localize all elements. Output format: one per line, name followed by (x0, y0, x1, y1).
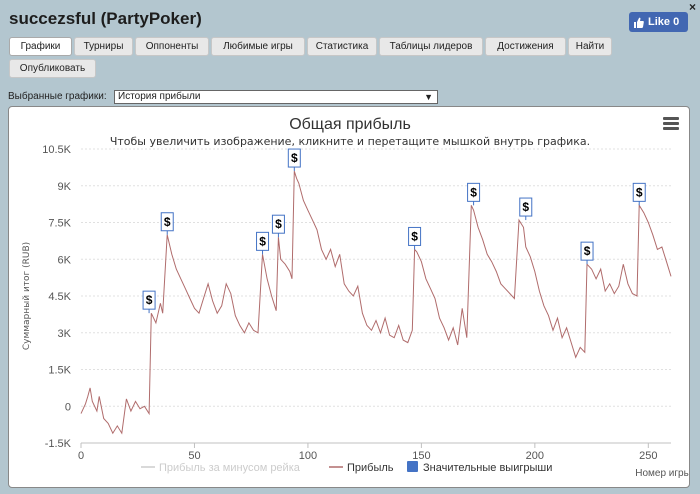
y-tick-label: 0 (65, 401, 71, 413)
legend-wins-label: Значительные выигрыши (423, 462, 552, 474)
chart-selector-dropdown[interactable]: История прибыли ▼ (114, 90, 438, 104)
legend-wins-swatch (407, 461, 418, 472)
flag-label: $ (146, 293, 153, 307)
tab-opponents[interactable]: Оппоненты (135, 37, 209, 56)
y-tick-label: 3K (58, 328, 72, 340)
x-tick-label: 250 (639, 450, 657, 462)
flag-label: $ (259, 234, 266, 248)
thumbs-up-icon (634, 17, 644, 28)
y-tick-label: 9K (58, 181, 72, 193)
chart-menu-icon[interactable] (663, 117, 679, 131)
y-tick-label: 7.5K (48, 218, 71, 230)
window-header: succezsful (PartyPoker) × Like 0 (0, 0, 700, 36)
chart-subtitle: Чтобы увеличить изображение, кликните и … (110, 135, 590, 148)
like-label: Like 0 (648, 16, 680, 28)
x-tick-label: 150 (412, 450, 430, 462)
significant-win-flag (160, 212, 174, 232)
y-tick-label: 1.5K (48, 365, 71, 377)
x-tick-label: 50 (188, 450, 200, 462)
significant-win-flag (271, 214, 285, 234)
significant-win-flag (632, 182, 646, 202)
legend-profit-label: Прибыль (347, 462, 394, 474)
significant-win-flag (580, 241, 594, 261)
y-tick-label: -1.5K (45, 438, 72, 450)
x-axis-label: Номер игры (635, 468, 689, 479)
chart-title: Общая прибыль (289, 116, 411, 133)
y-tick-label: 4.5K (48, 291, 71, 303)
window-title: succezsful (PartyPoker) (9, 9, 202, 28)
significant-win-flag (519, 197, 533, 217)
profit-chart[interactable]: Общая прибыль Чтобы увеличить изображение… (9, 107, 689, 487)
y-axis-label: Суммарный итог (RUB) (22, 242, 32, 350)
significant-win-flag (467, 182, 481, 202)
flag-label: $ (470, 185, 477, 199)
x-tick-label: 0 (78, 450, 84, 462)
chart-selector-value: История прибыли (118, 91, 201, 102)
x-tick-label: 200 (526, 450, 544, 462)
tab-publish[interactable]: Опубликовать (9, 59, 96, 78)
flag-label: $ (584, 244, 591, 258)
chart-panel[interactable]: Общая прибыль Чтобы увеличить изображение… (8, 106, 690, 488)
tab-favorite-games[interactable]: Любимые игры (211, 37, 305, 56)
facebook-like-button[interactable]: Like 0 (629, 12, 688, 32)
flag-label: $ (291, 151, 298, 165)
tab-search[interactable]: Найти (568, 37, 612, 56)
flag-label: $ (522, 200, 529, 214)
significant-win-flag (142, 290, 156, 310)
dropdown-arrow-icon: ▼ (424, 92, 433, 102)
flag-label: $ (164, 215, 171, 229)
significant-win-flag (408, 226, 422, 246)
y-tick-label: 6K (58, 254, 72, 266)
tab-achievements[interactable]: Достижения (485, 37, 566, 56)
tab-tournaments[interactable]: Турниры (74, 37, 133, 56)
y-tick-label: 10.5K (42, 144, 71, 156)
chart-selector-label: Выбранные графики: (8, 91, 107, 102)
significant-win-flag (256, 231, 270, 251)
tab-statistics[interactable]: Статистика (307, 37, 377, 56)
significant-win-flag (287, 148, 301, 168)
profit-series-line (80, 170, 672, 435)
close-button[interactable]: × (688, 0, 696, 14)
tab-leaderboards[interactable]: Таблицы лидеров (379, 37, 483, 56)
tab-charts[interactable]: Графики (9, 37, 72, 56)
flag-label: $ (275, 217, 282, 231)
legend-rake-label: Прибыль за минусом рейка (159, 462, 301, 474)
x-tick-label: 100 (299, 450, 317, 462)
flag-label: $ (411, 229, 418, 243)
flag-label: $ (636, 185, 643, 199)
